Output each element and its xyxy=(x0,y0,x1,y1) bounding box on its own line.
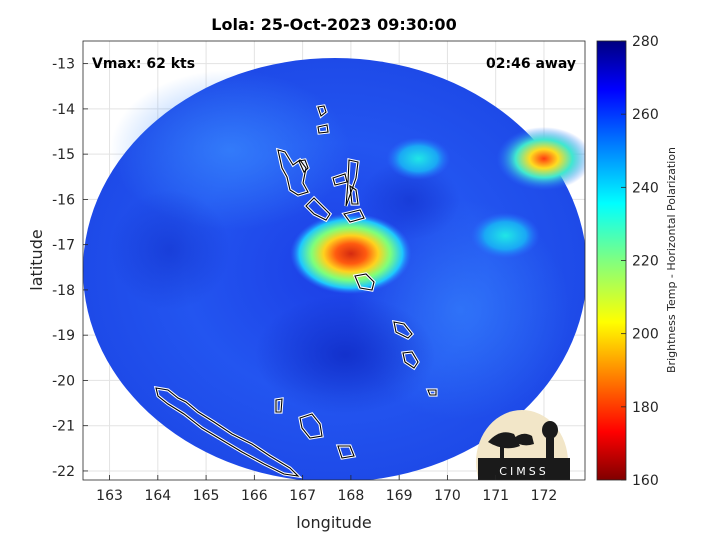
colorbar-tick-label: 160 xyxy=(632,473,659,489)
logo-text: CIMSS xyxy=(499,465,548,478)
x-tick-label: 170 xyxy=(434,488,461,504)
dish-stand-icon xyxy=(500,446,504,460)
y-axis-ticks: -13 -14 -15 -16 -17 -18 -19 -20 -21 -22 xyxy=(52,57,88,480)
colorbar-tick-label: 240 xyxy=(632,180,659,196)
x-tick-label: 171 xyxy=(482,488,509,504)
x-axis-label: longitude xyxy=(296,513,371,532)
y-tick-label: -21 xyxy=(52,419,75,435)
x-tick-label: 172 xyxy=(531,488,558,504)
y-tick-label: -14 xyxy=(52,102,75,118)
y-tick-label: -15 xyxy=(52,147,75,163)
convection-cells xyxy=(290,126,585,295)
swath-dark-region xyxy=(110,190,230,310)
colorbar-tick-label: 260 xyxy=(632,107,659,123)
swath-dark-region xyxy=(360,160,460,240)
x-tick-label: 165 xyxy=(193,488,220,504)
colorbar-tick-label: 180 xyxy=(632,400,659,416)
convection-cell xyxy=(386,137,451,180)
cimss-logo: CIMSS xyxy=(476,410,570,480)
y-axis-label: latitude xyxy=(27,229,46,290)
colorbar-tick-label: 280 xyxy=(632,34,659,50)
x-tick-label: 163 xyxy=(96,488,123,504)
y-tick-label: -18 xyxy=(52,283,75,299)
building-icon xyxy=(478,458,570,480)
colorbar: 280 260 240 220 200 180 160 Brightness Temp - … xyxy=(596,34,678,489)
colorbar-tick-label: 220 xyxy=(632,254,659,270)
y-tick-label: -20 xyxy=(52,373,75,389)
y-tick-label: -19 xyxy=(52,328,75,344)
map-axes: CIMSS Vmax: 62 kts 02:46 away 163 164 165 1… xyxy=(52,40,586,504)
y-tick-label: -16 xyxy=(52,192,75,208)
convection-cell xyxy=(290,213,412,295)
swath-dark-region xyxy=(255,295,435,415)
x-tick-label: 166 xyxy=(241,488,268,504)
coastlines-inner xyxy=(155,105,437,477)
time-away-label: 02:46 away xyxy=(486,56,576,72)
x-tick-label: 164 xyxy=(144,488,171,504)
colorbar-tick-label: 200 xyxy=(632,327,659,343)
satellite-dish-icon xyxy=(488,432,520,449)
colorbar-label: Brightness Temp - Horizontal Polarizatio… xyxy=(665,147,678,373)
x-tick-label: 169 xyxy=(386,488,413,504)
y-tick-label: -22 xyxy=(52,464,75,480)
satellite-dish-icon xyxy=(512,433,534,446)
convection-cell xyxy=(470,212,540,259)
y-tick-label: -17 xyxy=(52,238,75,254)
x-axis-ticks: 163 164 165 166 167 168 169 170 171 172 xyxy=(96,475,557,504)
axes-frame xyxy=(82,40,586,481)
y-tick-label: -13 xyxy=(52,57,75,73)
tower-legs-icon xyxy=(546,438,554,460)
vmax-label: Vmax: 62 kts xyxy=(92,56,195,72)
chart-title: Lola: 25-Oct-2023 09:30:00 xyxy=(211,15,456,34)
x-tick-label: 168 xyxy=(338,488,365,504)
colorbar-ticks: 280 260 240 220 200 180 160 xyxy=(621,34,659,489)
x-tick-label: 167 xyxy=(289,488,316,504)
water-tower-icon xyxy=(542,421,558,439)
convection-cell xyxy=(496,126,585,191)
